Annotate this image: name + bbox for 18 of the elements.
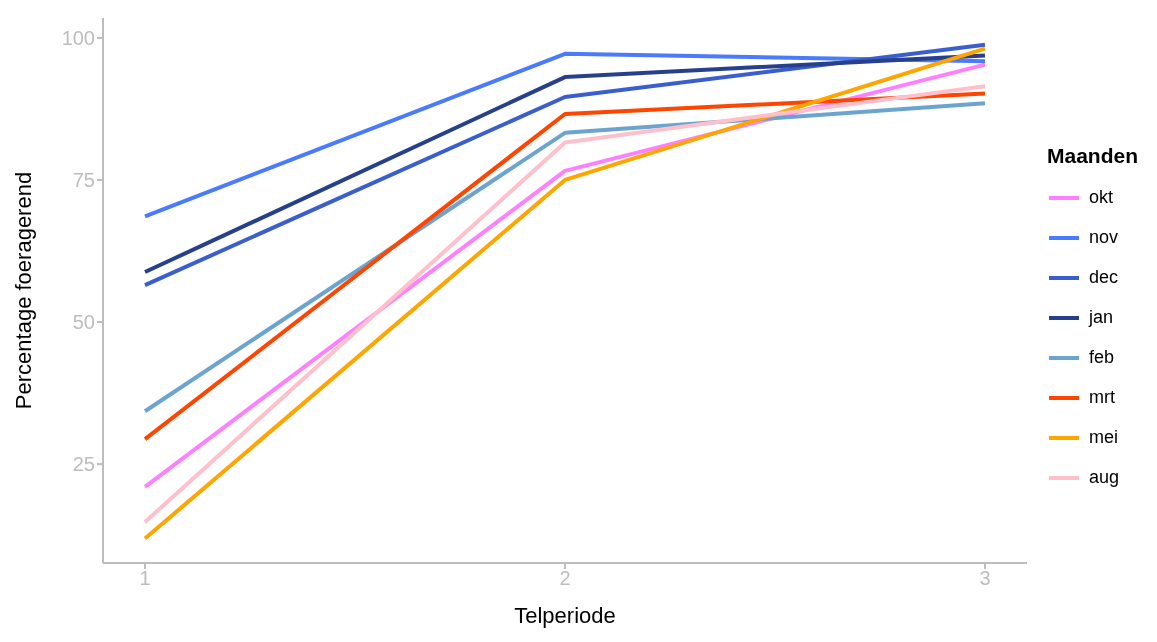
legend-label: dec — [1088, 267, 1119, 288]
y-tick-label: 75 — [72, 169, 95, 192]
legend-label: feb — [1088, 347, 1115, 368]
legend-title: Maanden — [1046, 143, 1138, 168]
legend-label: mei — [1088, 427, 1118, 448]
y-axis-title: Percentage foeragerend — [10, 171, 36, 410]
x-axis-title: Telperiode — [514, 603, 616, 628]
x-tick-label: 3 — [979, 567, 991, 590]
x-tick-label: 2 — [559, 567, 571, 590]
legend-label: jan — [1088, 307, 1114, 328]
y-tick-label: 25 — [72, 453, 95, 476]
legend-label: nov — [1088, 227, 1119, 248]
y-tick-label: 100 — [61, 26, 95, 49]
y-tick-label: 50 — [72, 311, 95, 334]
legend-label: aug — [1088, 467, 1120, 488]
legend-label: mrt — [1088, 387, 1115, 408]
x-tick-label: 1 — [139, 567, 151, 590]
legend-label: okt — [1088, 187, 1113, 208]
